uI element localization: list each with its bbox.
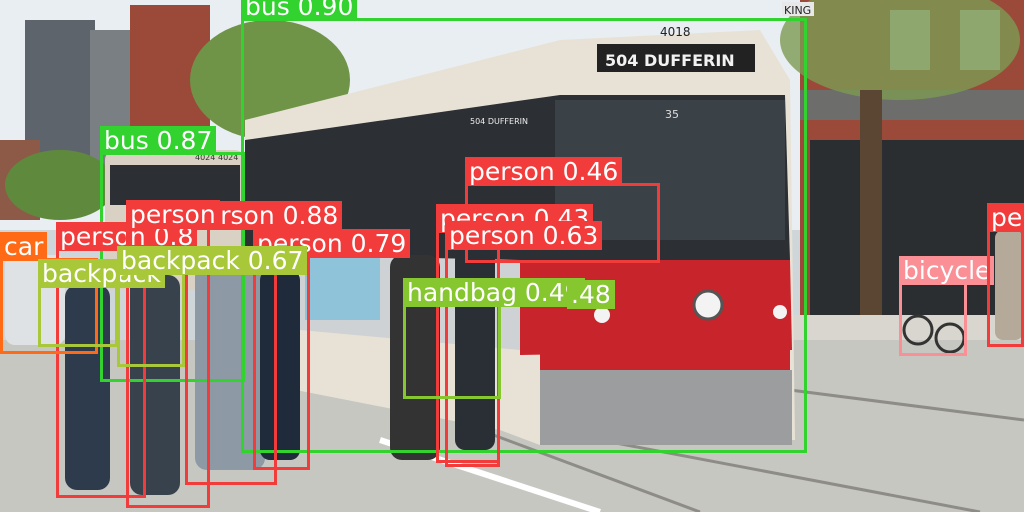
- detection-box-person: person 0.46: [465, 157, 660, 263]
- detection-label: person 0.79: [253, 229, 411, 258]
- detection-box-person: person: [126, 200, 220, 508]
- tram-advertisement: [305, 255, 380, 320]
- detection-label: person 0.46: [465, 157, 623, 186]
- tree-right: [780, 0, 1020, 100]
- destination-sign-text: 504 DUFFERIN: [605, 51, 735, 70]
- detection-label: backpack 0.67: [117, 246, 308, 275]
- detection-box-backpack: backpack: [38, 259, 165, 347]
- detection-box-handbag: .48: [567, 280, 680, 309]
- detection-label: person: [126, 200, 220, 229]
- detection-label: .48: [567, 280, 615, 309]
- fleet-number-text: 4018: [660, 25, 691, 39]
- detection-box-person: person 0.63: [445, 221, 603, 467]
- tram-bumper: [540, 370, 792, 445]
- detection-box-bicycle: bicycle: [899, 256, 995, 356]
- detection-box-backpack: backpack 0.67: [117, 246, 308, 367]
- shop-sign-text: KING: [784, 4, 811, 17]
- detection-label: bicycle: [899, 256, 995, 285]
- rear-sign-text: 504 DUFFERIN: [470, 117, 528, 126]
- detection-label: handbag 0.49: [403, 278, 585, 307]
- detection-box-person: person 0.79: [253, 229, 411, 470]
- side-number-text: 35: [665, 108, 679, 121]
- detection-label: bus 0.90: [241, 0, 358, 21]
- destination-sign: [597, 44, 755, 72]
- detection-box-person: pe: [987, 203, 1024, 347]
- detection-label: car: [0, 232, 48, 261]
- second-tram-number: 4024: [218, 153, 238, 162]
- pedestrian: [65, 285, 110, 490]
- detection-label: pe: [987, 203, 1024, 232]
- svg-text:4024: 4024: [195, 153, 215, 162]
- detection-box-handbag: handbag 0.49: [403, 278, 585, 399]
- detection-label: bus 0.87: [100, 126, 217, 155]
- detection-box-bus: bus 0.87: [100, 126, 245, 382]
- detection-label: person 0.63: [445, 221, 603, 250]
- tree-left: [5, 150, 115, 220]
- tree-trunk: [860, 90, 882, 340]
